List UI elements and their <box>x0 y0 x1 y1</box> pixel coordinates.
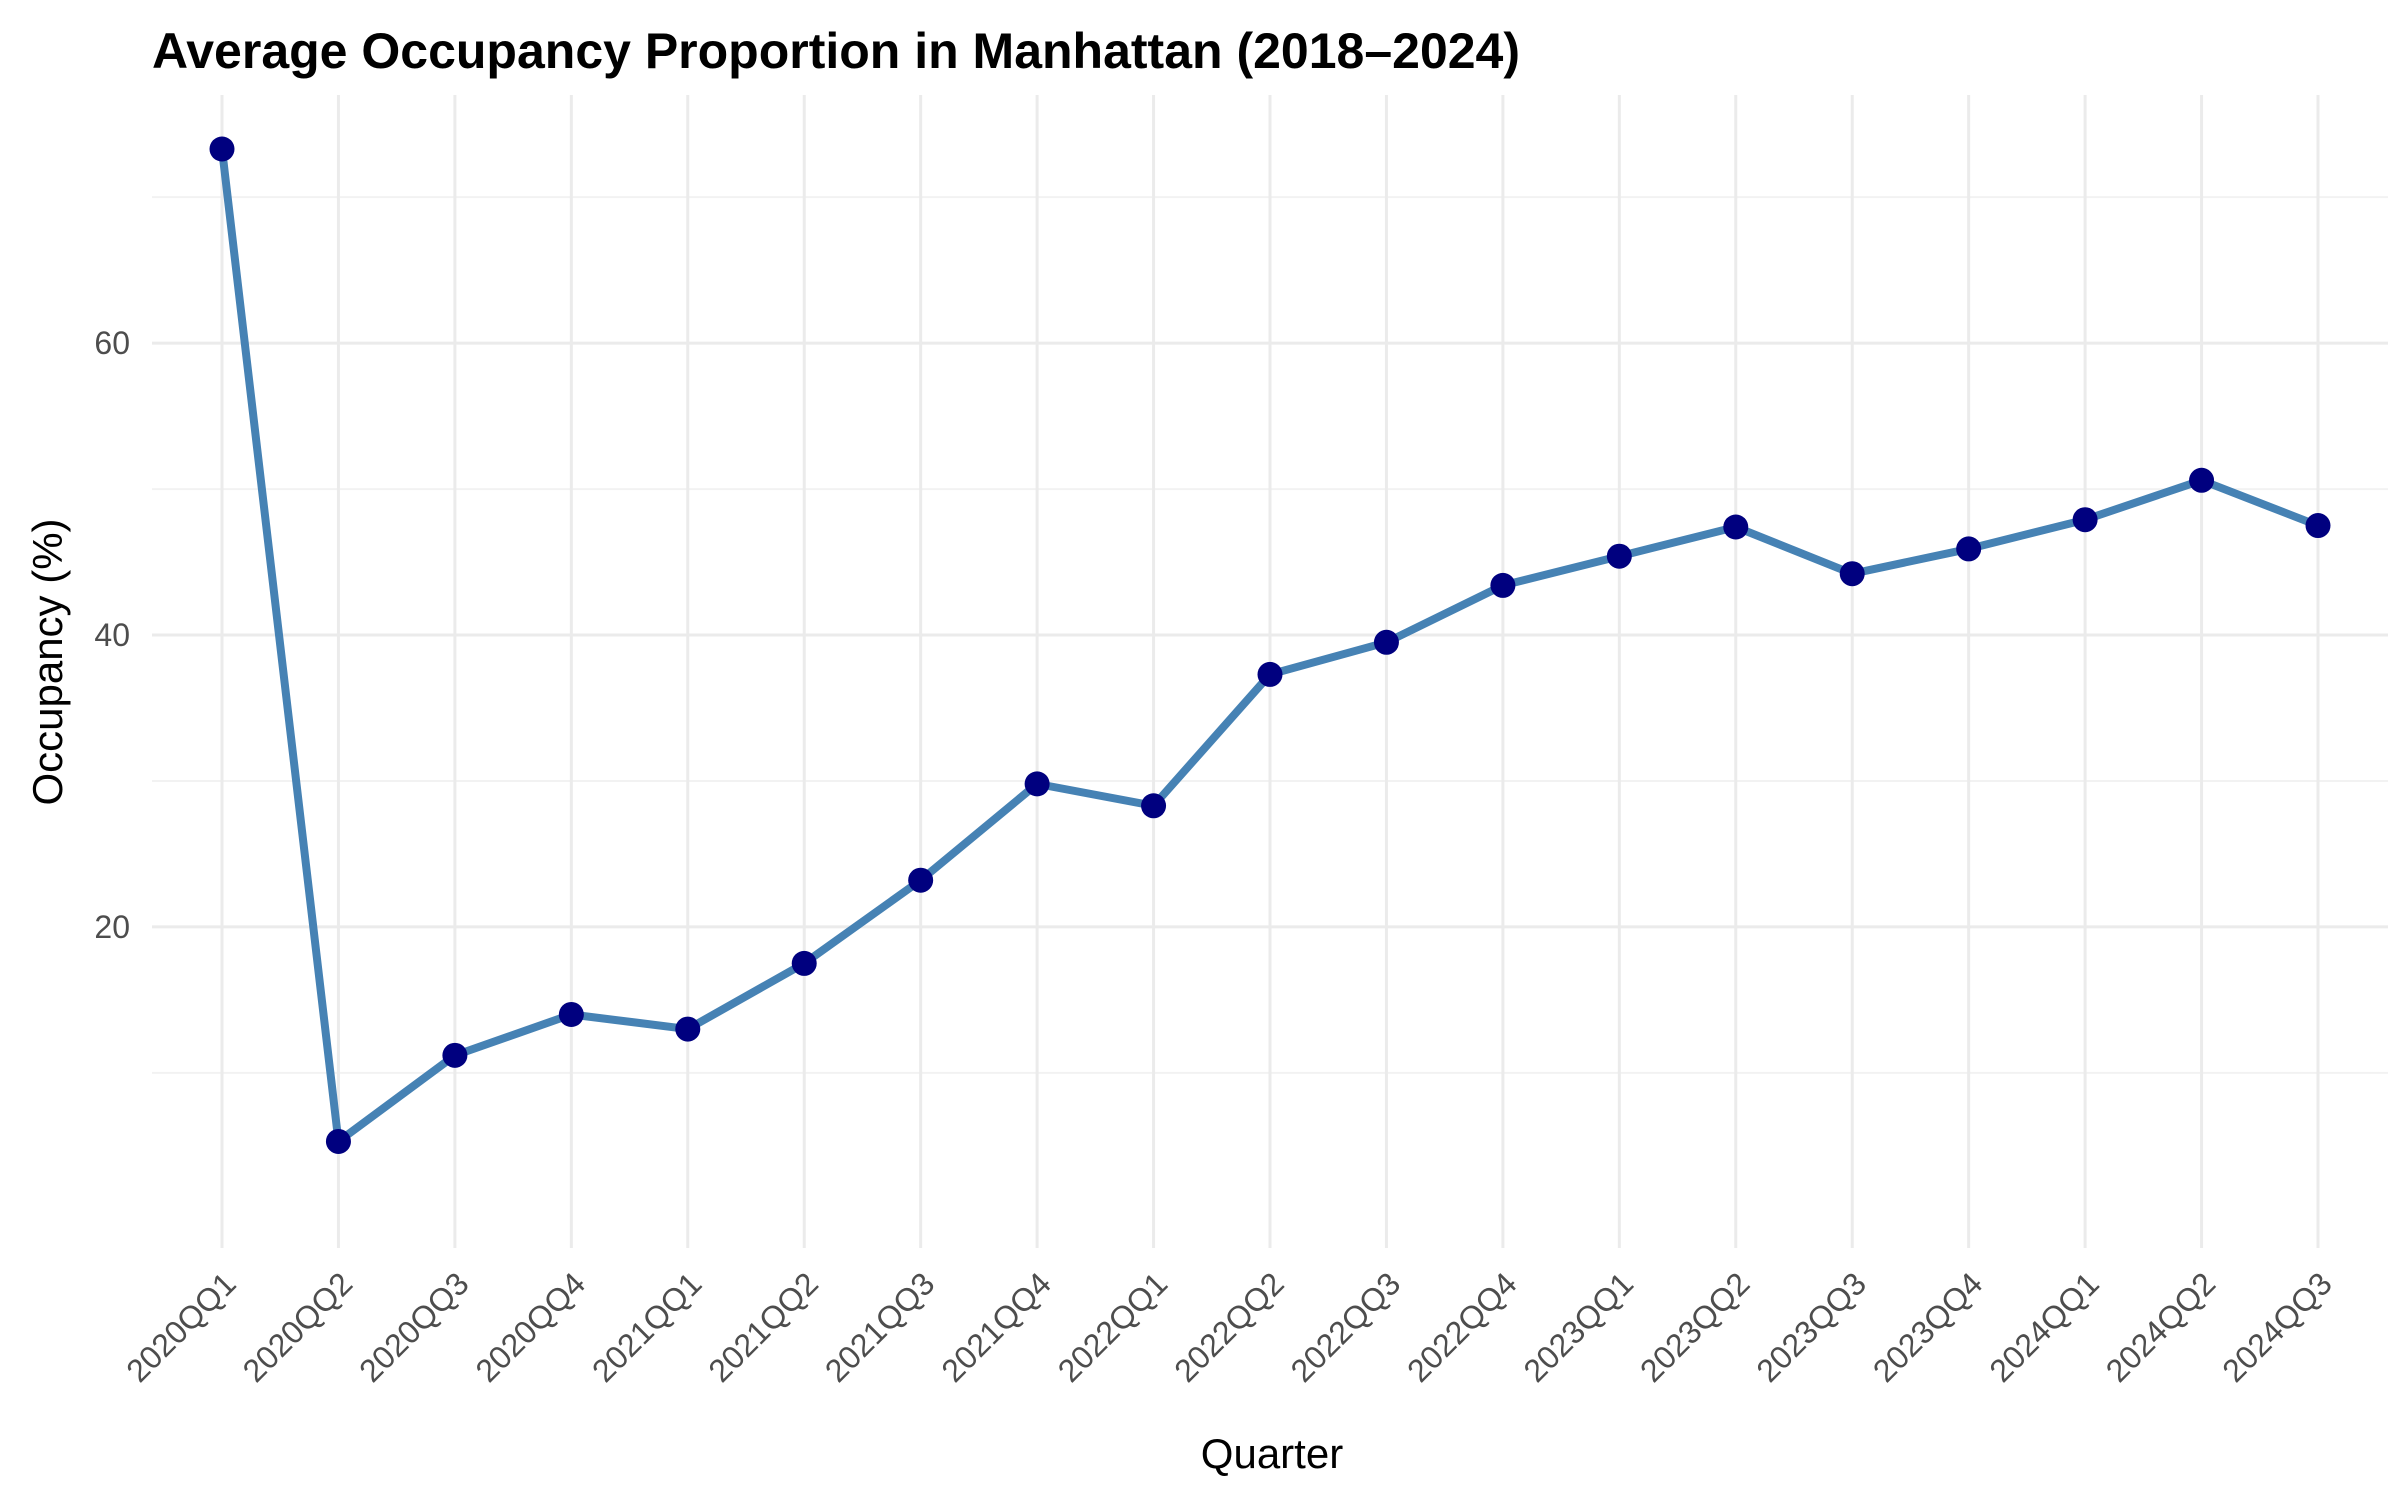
x-tick-label: 2023QQ1 <box>1517 1265 1641 1389</box>
x-tick-labels: 2020QQ12020QQ22020QQ32020QQ42021QQ12021Q… <box>119 1265 2339 1389</box>
x-tick-label: 2022QQ2 <box>1167 1265 1291 1389</box>
y-tick-label: 40 <box>94 617 130 653</box>
x-tick-label: 2023QQ4 <box>1866 1265 1990 1389</box>
x-tick-label: 2022QQ1 <box>1051 1265 1175 1389</box>
y-tick-label: 20 <box>94 909 130 945</box>
x-tick-label: 2020QQ2 <box>236 1265 360 1389</box>
data-point <box>558 1001 584 1027</box>
data-point <box>1257 661 1283 687</box>
data-point <box>1723 514 1749 540</box>
data-point <box>209 136 235 162</box>
x-tick-label: 2024QQ2 <box>2099 1265 2223 1389</box>
data-point <box>442 1042 468 1068</box>
x-tick-label: 2022QQ3 <box>1284 1265 1408 1389</box>
data-point <box>2189 467 2215 493</box>
x-axis-title: Quarter <box>1201 1430 1343 1477</box>
grid <box>152 95 2388 1248</box>
data-point <box>1839 561 1865 587</box>
x-tick-label: 2021QQ4 <box>934 1265 1058 1389</box>
y-axis-title: Occupancy (%) <box>24 518 71 805</box>
data-point <box>1024 771 1050 797</box>
data-point <box>2072 507 2098 533</box>
x-tick-label: 2023QQ2 <box>1633 1265 1757 1389</box>
data-point <box>1606 543 1632 569</box>
chart-title: Average Occupancy Proportion in Manhatta… <box>152 23 1520 79</box>
x-tick-label: 2022QQ4 <box>1400 1265 1524 1389</box>
x-tick-label: 2020QQ3 <box>352 1265 476 1389</box>
x-tick-label: 2021QQ2 <box>701 1265 825 1389</box>
x-tick-label: 2023QQ3 <box>1749 1265 1873 1389</box>
x-tick-label: 2024QQ3 <box>2215 1265 2339 1389</box>
data-point <box>675 1016 701 1042</box>
data-point <box>1956 536 1982 562</box>
data-point <box>791 950 817 976</box>
series-group <box>209 136 2331 1154</box>
x-tick-label: 2021QQ3 <box>818 1265 942 1389</box>
x-tick-label: 2024QQ1 <box>1982 1265 2106 1389</box>
data-point <box>1490 572 1516 598</box>
data-point <box>1141 793 1167 819</box>
x-tick-label: 2020QQ1 <box>119 1265 243 1389</box>
x-tick-label: 2020QQ4 <box>469 1265 593 1389</box>
x-tick-label: 2021QQ1 <box>585 1265 709 1389</box>
y-tick-label: 60 <box>94 325 130 361</box>
y-tick-labels: 20 40 60 <box>94 325 130 945</box>
data-point <box>325 1128 351 1154</box>
data-point <box>1373 629 1399 655</box>
data-point <box>908 867 934 893</box>
data-point <box>2305 513 2331 539</box>
